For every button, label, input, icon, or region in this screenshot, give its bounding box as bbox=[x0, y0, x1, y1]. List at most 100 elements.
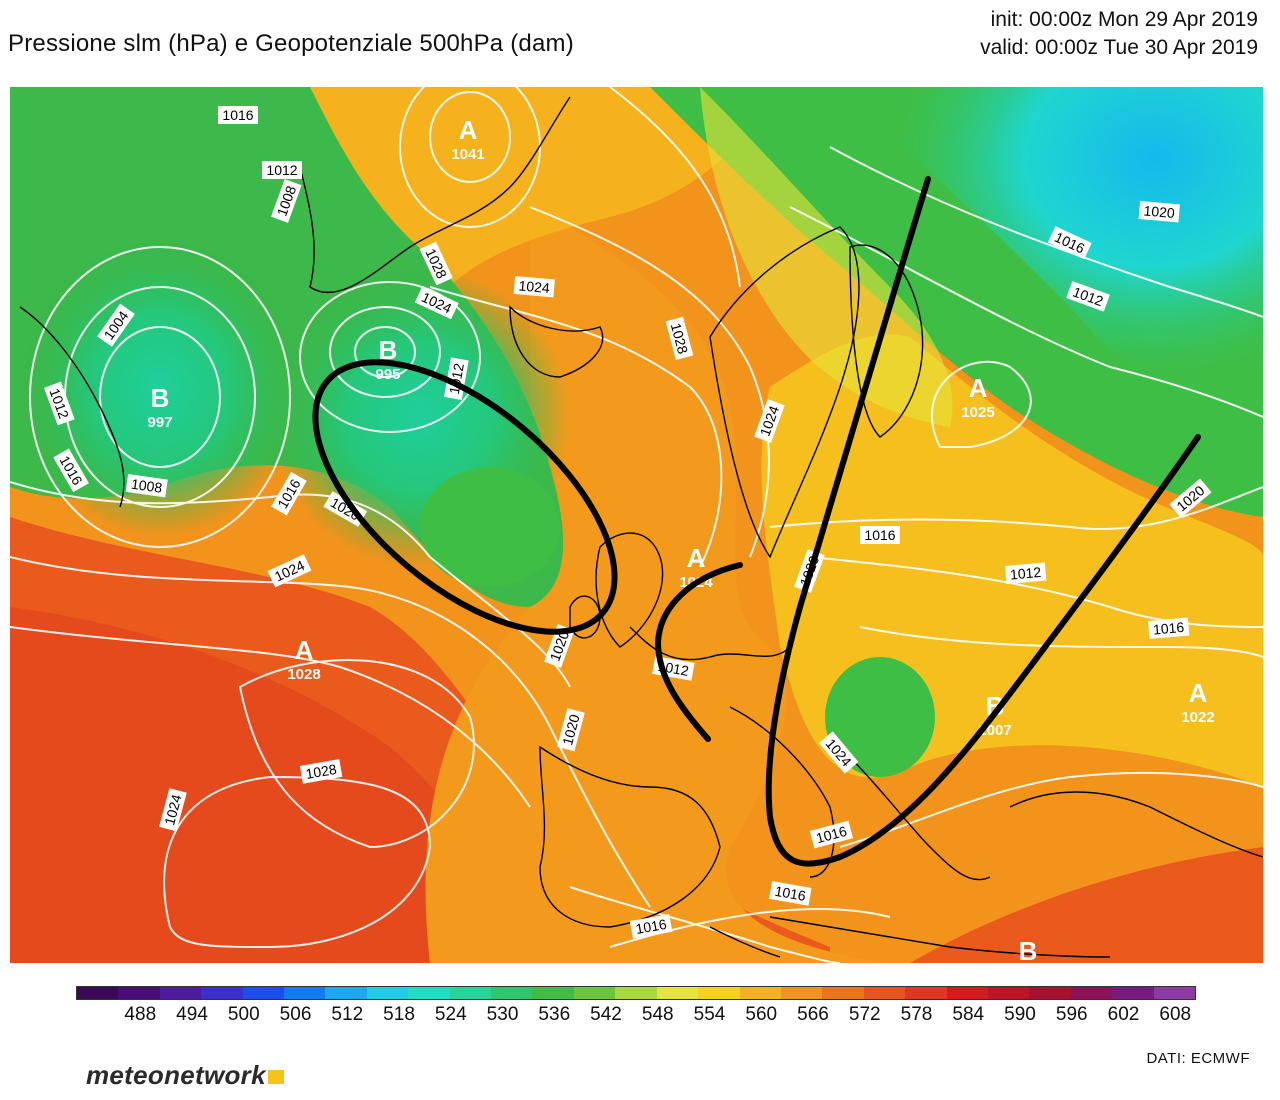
colorbar-tick-label: 506 bbox=[279, 1004, 312, 1025]
svg-text:997: 997 bbox=[147, 414, 172, 431]
colorbar-segment bbox=[863, 987, 906, 999]
svg-text:A: A bbox=[295, 635, 314, 665]
field-yellow-scandinavia bbox=[700, 87, 953, 427]
weather-map: 1016 1012 1008 1004 1012 1016 1008 1016 … bbox=[10, 87, 1263, 963]
colorbar-segment bbox=[1070, 987, 1113, 999]
field-red-southeast bbox=[910, 847, 1263, 963]
colorbar-segment bbox=[159, 987, 202, 999]
annotation-ellipse bbox=[312, 359, 618, 635]
colorbar-segment bbox=[325, 987, 367, 999]
isobar-label: 1012 bbox=[1004, 562, 1047, 584]
colorbar-segment bbox=[739, 987, 781, 999]
svg-text:1028: 1028 bbox=[304, 761, 338, 782]
low-center-greenland: B 995 bbox=[375, 335, 400, 383]
svg-text:1024: 1024 bbox=[161, 792, 185, 826]
svg-text:1020: 1020 bbox=[559, 712, 583, 746]
svg-text:A: A bbox=[687, 543, 706, 573]
isobar-label: 1024 bbox=[513, 276, 555, 298]
svg-text:1041: 1041 bbox=[451, 146, 484, 163]
isobar-label: 1020 bbox=[1138, 201, 1180, 223]
svg-text:1016: 1016 bbox=[864, 527, 895, 543]
isobar-label: 1028 bbox=[665, 316, 694, 361]
colorbar-tick-label: 524 bbox=[434, 1004, 467, 1025]
svg-text:A: A bbox=[459, 115, 478, 145]
field-green-balkans bbox=[825, 657, 935, 777]
colorbar-tick-label: 536 bbox=[538, 1004, 571, 1025]
meteonetwork-logo: meteonetwork bbox=[86, 1060, 284, 1091]
colorbar-segment bbox=[284, 987, 326, 999]
colorbar bbox=[76, 986, 1196, 1000]
colorbar-tick-label: 488 bbox=[124, 1004, 157, 1025]
colorbar-segment bbox=[201, 987, 243, 999]
isobar-label: 1028 bbox=[299, 759, 343, 784]
colorbar-segment bbox=[656, 987, 699, 999]
high-center-azores: A 1028 bbox=[287, 635, 320, 683]
svg-text:1028: 1028 bbox=[668, 321, 692, 355]
colorbar-segment bbox=[573, 987, 616, 999]
colorbar-ticks: 488 494 500 506 512 518 524 530 536 542 548 554 560 5… bbox=[76, 1004, 1196, 1028]
colorbar-tick-label: 590 bbox=[1004, 1004, 1036, 1025]
svg-text:1016: 1016 bbox=[1152, 619, 1185, 638]
coastlines bbox=[19, 96, 1263, 958]
colorbar-tick-label: 566 bbox=[797, 1004, 829, 1025]
colorbar-tick-label: 608 bbox=[1159, 1004, 1192, 1025]
colorbar-tick-label: 494 bbox=[176, 1004, 208, 1025]
colorbar-segment bbox=[366, 987, 409, 999]
colorbar-tick-label: 542 bbox=[590, 1004, 622, 1025]
svg-text:B: B bbox=[1019, 936, 1038, 963]
isobar-label: 1024 bbox=[267, 554, 312, 588]
high-center-russia: A 1025 bbox=[961, 373, 994, 421]
svg-text:1025: 1025 bbox=[961, 404, 994, 421]
isobar-label: 1024 bbox=[159, 788, 187, 832]
hand-annotations bbox=[312, 176, 1201, 867]
isobar-label: 1016 bbox=[860, 526, 900, 544]
low-center-libya: B bbox=[1019, 936, 1038, 963]
low-center-labrador: B 997 bbox=[147, 383, 172, 431]
field-cyan-northeast bbox=[830, 87, 1263, 447]
svg-text:1016: 1016 bbox=[222, 107, 253, 123]
colorbar-segment bbox=[615, 987, 657, 999]
colorbar-segment bbox=[491, 987, 533, 999]
colorbar-segment bbox=[1112, 987, 1154, 999]
colorbar-segment bbox=[242, 987, 285, 999]
colorbar-segment bbox=[698, 987, 740, 999]
svg-text:1016: 1016 bbox=[814, 823, 848, 847]
svg-text:B: B bbox=[379, 335, 398, 365]
svg-text:B: B bbox=[151, 383, 170, 413]
svg-text:1022: 1022 bbox=[1181, 709, 1214, 726]
run-info: init: 00:00z Mon 29 Apr 2019 valid: 00:0… bbox=[980, 6, 1258, 62]
field-green-uk bbox=[420, 467, 560, 587]
init-time: init: 00:00z Mon 29 Apr 2019 bbox=[990, 8, 1258, 31]
colorbar-tick-label: 518 bbox=[383, 1004, 415, 1025]
annotation-trough bbox=[765, 176, 1201, 867]
svg-text:995: 995 bbox=[375, 366, 400, 383]
isobar-label: 1016 bbox=[769, 881, 812, 906]
colorbar-tick-label: 602 bbox=[1107, 1004, 1140, 1025]
colorbar-segment bbox=[1029, 987, 1071, 999]
high-center-greenland: A 1041 bbox=[451, 115, 484, 163]
isobar-label: 1016 bbox=[1147, 617, 1190, 639]
isobar-label: 1016 bbox=[629, 914, 673, 939]
isobar-label: 1020 bbox=[557, 708, 585, 752]
data-source: DATI: ECMWF bbox=[1146, 1050, 1250, 1067]
colorbar-tick-label: 584 bbox=[952, 1004, 985, 1025]
colorbar-tick-label: 596 bbox=[1055, 1004, 1088, 1025]
colorbar-segment bbox=[77, 987, 119, 999]
colorbar-tick-label: 554 bbox=[693, 1004, 726, 1025]
field-green-lowcenter-w bbox=[20, 237, 300, 537]
isobar-label: 1016 bbox=[809, 820, 854, 849]
svg-text:1012: 1012 bbox=[1009, 564, 1042, 583]
svg-text:1020: 1020 bbox=[1143, 202, 1176, 221]
svg-text:1016: 1016 bbox=[634, 916, 668, 937]
isobar-label: 1016 bbox=[218, 106, 258, 124]
colorbar-tick-label: 578 bbox=[900, 1004, 933, 1025]
chart-title: Pressione slm (hPa) e Geopotenziale 500h… bbox=[8, 30, 574, 57]
annotation-arc bbox=[654, 562, 743, 742]
colorbar-segment bbox=[822, 987, 864, 999]
colorbar-segment bbox=[532, 987, 574, 999]
svg-text:B: B bbox=[986, 691, 1005, 721]
colorbar-tick-label: 530 bbox=[486, 1004, 519, 1025]
colorbar-tick-label: 548 bbox=[641, 1004, 674, 1025]
colorbar-segment bbox=[780, 987, 823, 999]
colorbar-segment bbox=[408, 987, 450, 999]
